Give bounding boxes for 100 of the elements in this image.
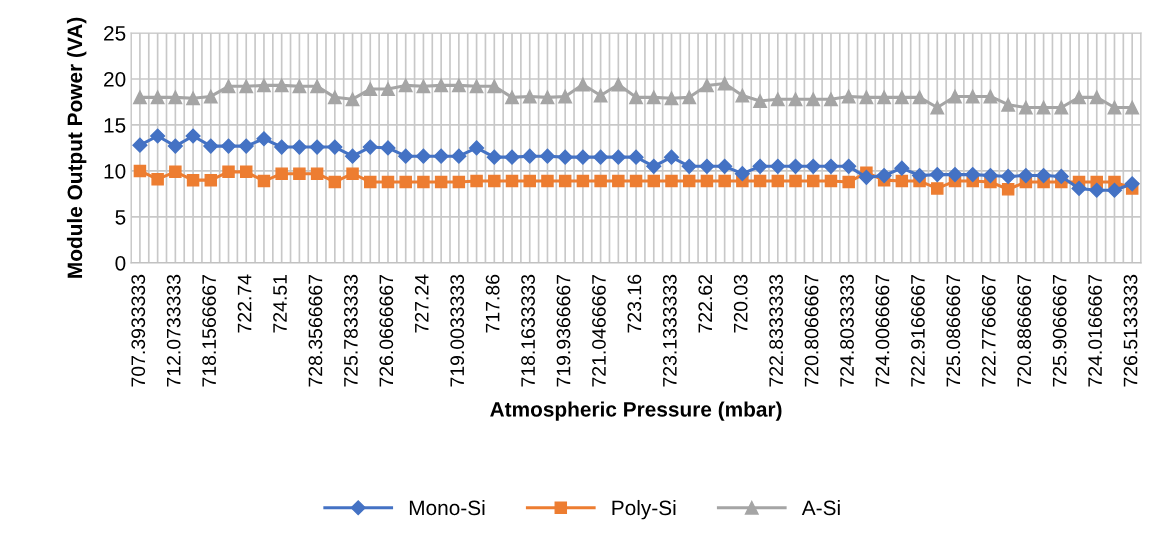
point: [505, 174, 519, 188]
x-tick-label: 720.8866667: [1017, 274, 1032, 387]
point: [983, 89, 998, 104]
point: [275, 167, 288, 180]
point: [541, 174, 554, 188]
point: [876, 167, 892, 184]
x-tick-label: 717.86: [485, 274, 500, 333]
point: [345, 92, 360, 107]
point: [132, 90, 147, 105]
point: [416, 79, 431, 94]
point: [805, 158, 821, 174]
point: [540, 90, 555, 105]
point: [789, 174, 802, 188]
point: [895, 174, 909, 188]
point: [505, 90, 519, 105]
point: [151, 172, 164, 186]
point: [771, 174, 785, 188]
x-tick-label: 722.8333333: [769, 274, 784, 387]
point: [504, 149, 520, 165]
point: [894, 90, 909, 105]
x-tick-label: 712.0733333: [166, 274, 181, 387]
point: [912, 90, 927, 105]
x-tick-label: 723.16: [627, 274, 642, 333]
x-tick-label: 722.62: [698, 274, 713, 333]
x-tick-label: 718.1566667: [202, 274, 217, 387]
point: [770, 158, 786, 174]
x-tick-label: 727.24: [414, 274, 429, 333]
point: [841, 89, 856, 104]
x-tick-label: 720.8066667: [804, 274, 819, 387]
point: [557, 149, 573, 165]
point: [824, 174, 838, 188]
point: [858, 169, 874, 185]
point: [1089, 90, 1104, 105]
point: [1089, 182, 1105, 198]
point: [186, 173, 200, 187]
point: [451, 78, 466, 93]
point: [629, 90, 643, 105]
x-tick-label: 719.9366667: [556, 274, 571, 387]
point: [1054, 100, 1069, 115]
point: [842, 175, 855, 189]
point: [593, 149, 609, 165]
point: [1036, 167, 1052, 184]
point: [452, 175, 466, 189]
point: [629, 174, 643, 188]
point: [222, 165, 235, 179]
point: [238, 138, 254, 154]
point: [203, 89, 218, 104]
x-axis-title: Atmospheric Pressure (mbar): [490, 401, 782, 421]
point: [699, 158, 715, 174]
point: [257, 174, 271, 188]
point: [1072, 90, 1086, 105]
point: [647, 174, 661, 188]
point: [239, 165, 253, 179]
point: [1018, 167, 1034, 184]
point: [293, 167, 306, 180]
point: [381, 82, 395, 97]
point: [717, 76, 732, 91]
point: [1036, 100, 1051, 115]
point: [150, 128, 166, 144]
point: [859, 90, 874, 105]
point: [274, 139, 290, 155]
point: [787, 158, 804, 174]
point: [788, 92, 803, 107]
point: [948, 89, 962, 104]
point: [877, 90, 892, 105]
y-tick-label: 0: [115, 255, 126, 271]
point: [185, 128, 201, 144]
point: [1071, 180, 1087, 196]
point: [806, 174, 820, 188]
x-tick-label: 724.51: [273, 274, 287, 333]
point: [523, 174, 536, 188]
point: [292, 79, 307, 94]
point: [364, 175, 377, 189]
x-tick-label: 725.0866667: [946, 274, 961, 387]
x-tick-label: 722.7766667: [981, 274, 996, 387]
point: [718, 174, 731, 188]
point: [1125, 100, 1140, 115]
point: [434, 78, 449, 93]
x-tick-label: 722.74: [237, 274, 252, 333]
point: [344, 148, 361, 164]
point: [752, 158, 768, 174]
point: [753, 174, 767, 188]
point: [558, 89, 573, 104]
point: [256, 131, 272, 147]
point: [239, 79, 254, 94]
point: [204, 173, 218, 187]
x-tick-label: 724.8033333: [840, 274, 854, 387]
point: [682, 90, 697, 105]
point: [663, 149, 680, 165]
point: [894, 160, 910, 176]
point: [576, 174, 590, 188]
x-tick-label: 726.5133333: [1123, 274, 1138, 387]
point: [417, 175, 430, 189]
point: [488, 174, 501, 188]
x-tick-label: 719.0033333: [450, 274, 465, 387]
point: [470, 174, 483, 188]
point: [681, 158, 697, 174]
legend-label: A-Si: [801, 499, 840, 516]
point: [628, 149, 644, 165]
point: [362, 139, 378, 155]
